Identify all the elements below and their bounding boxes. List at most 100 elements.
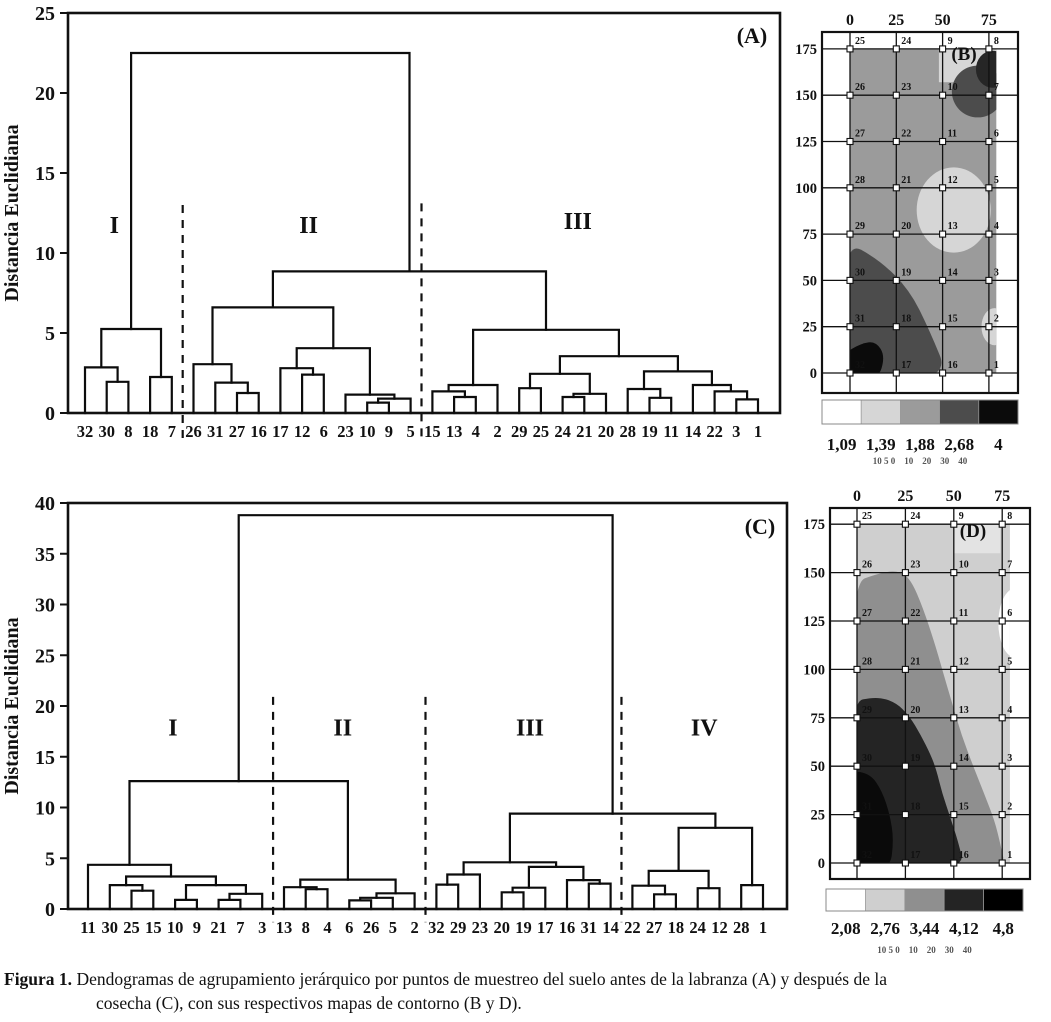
map-x-tick-label: 25 [888, 12, 904, 29]
dendrogram-link [86, 863, 173, 911]
sample-point-label: 22 [901, 129, 911, 140]
leaf-label: 13 [446, 422, 463, 441]
leaf-label: 17 [272, 422, 289, 441]
y-tick-label: 15 [35, 747, 55, 769]
leaf-label: 15 [145, 918, 162, 937]
leaf-label: 31 [581, 918, 598, 937]
sample-point-label: 10 [948, 82, 958, 93]
sample-point-label: 27 [862, 608, 872, 619]
grid-node-marker [998, 617, 1006, 625]
dendrogram-link [271, 270, 548, 331]
grid-node-marker [998, 859, 1006, 867]
contour-region-zone-4-black [850, 342, 884, 374]
map-y-tick-label: 25 [811, 808, 826, 824]
grid-node-marker [892, 276, 900, 284]
grid-node-marker [985, 91, 993, 99]
grid-node-marker [939, 230, 947, 238]
sample-point-label: 20 [901, 221, 911, 232]
y-tick-label: 25 [35, 3, 55, 25]
dendrogram-link [304, 888, 329, 911]
sample-point-label: 19 [910, 753, 920, 764]
grid-node-marker [901, 859, 909, 867]
sample-point-label: 20 [910, 705, 920, 716]
dendrogram-link [691, 383, 732, 415]
legend-swatch [900, 399, 940, 425]
sample-point-label: 26 [855, 82, 865, 93]
sample-point-label: 2 [1007, 802, 1012, 813]
grid-node-marker [892, 137, 900, 146]
sample-point-label: 4 [1007, 705, 1012, 716]
map-y-tick-label: 100 [795, 181, 817, 197]
sample-point-label: 21 [901, 175, 911, 186]
dendrogram-link [125, 875, 217, 887]
group-label: II [299, 213, 318, 239]
grid-node-marker [985, 230, 993, 238]
y-tick-label: 0 [45, 403, 55, 425]
map-y-tick-label: 0 [810, 366, 817, 382]
leaf-label: 20 [598, 422, 615, 441]
leaf-label: 5 [389, 918, 397, 937]
grid-node-marker [998, 714, 1006, 722]
y-axis-title: Distancia Euclidiana [1, 124, 23, 301]
y-axis-title: Distancia Euclidiana [1, 617, 23, 794]
dendrogram-link [149, 375, 173, 415]
sample-point-label: 9 [959, 511, 964, 522]
map-y-tick-label: 0 [818, 856, 825, 872]
leaf-label: 25 [533, 422, 550, 441]
panel-label: (B) [951, 44, 976, 65]
grid-node-marker [998, 520, 1006, 528]
group-label: I [168, 715, 177, 741]
grid-node-marker [901, 811, 909, 819]
dendrogram-link [446, 873, 481, 911]
grid-node-marker [853, 762, 861, 770]
grid-node-marker [985, 45, 993, 53]
grid-node-marker [950, 859, 958, 867]
sample-point-label: 15 [959, 802, 969, 813]
sample-point-label: 32 [862, 850, 872, 861]
legend-value: 4 [994, 435, 1003, 454]
map-frame [828, 506, 1032, 881]
dendrogram-link [217, 898, 242, 911]
sample-point-label: 25 [862, 511, 872, 522]
sample-point-label: 6 [1007, 608, 1012, 619]
grid-node-marker [892, 230, 900, 238]
scale-bar: 10 5 0 10 20 30 40 [877, 945, 972, 955]
leaf-label: 21 [210, 918, 227, 937]
leaf-label: 25 [123, 918, 140, 937]
dendrogram-link [648, 396, 673, 415]
sample-point-label: 9 [948, 36, 953, 47]
leaf-label: 23 [472, 918, 489, 937]
grid-node-marker [892, 91, 900, 99]
dendrogram-link [500, 891, 525, 911]
legend-swatch [865, 888, 906, 912]
dendrogram-link [211, 306, 335, 366]
dendrogram-link [282, 886, 318, 911]
legend-frame [825, 888, 1024, 912]
contour-region-label-patch [953, 524, 1001, 554]
leaf-label: 19 [641, 422, 658, 441]
contour-region-zone-2-68-bottomleft [850, 248, 942, 374]
group-label: III [564, 209, 592, 235]
leaf-label: 15 [424, 422, 441, 441]
grid-node-marker [998, 569, 1006, 577]
grid-node-marker [901, 520, 909, 528]
sample-point-label: 13 [959, 705, 969, 716]
sample-point-label: 23 [910, 560, 920, 571]
dendrogram-link [235, 391, 260, 415]
y-tick-label: 40 [35, 493, 55, 515]
legend-swatch [904, 888, 945, 912]
grid-node-marker [901, 762, 909, 770]
map-y-tick-label: 50 [811, 759, 826, 775]
leaf-label: 18 [142, 422, 159, 441]
leaf-label: 10 [167, 918, 184, 937]
sample-point-label: 24 [901, 36, 911, 47]
legend-swatch [943, 888, 984, 912]
leaf-label: 1 [754, 422, 762, 441]
leaf-label: 17 [537, 918, 554, 937]
sample-point-label: 3 [994, 267, 999, 278]
legend: 1,09 1,39 1,88 2,68 4 [821, 399, 1019, 454]
sample-point-label: 21 [910, 656, 920, 667]
dendrogram-link [174, 898, 198, 911]
